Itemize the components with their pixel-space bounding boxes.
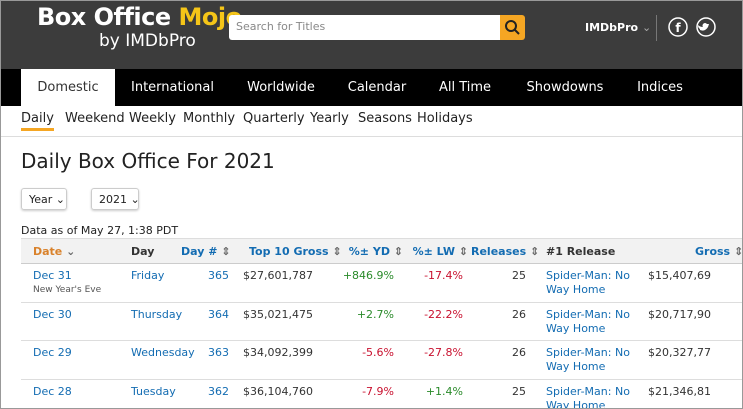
nav-tab[interactable]: Indices	[637, 80, 683, 95]
column-header[interactable]: Date ⌄	[33, 245, 76, 258]
cell-gross: $36,104,760	[243, 384, 313, 398]
cell-releases: 26	[512, 346, 526, 359]
cell-gross: $27,601,787	[243, 269, 313, 282]
row-divider	[21, 378, 742, 380]
cell-yd: -7.9%	[362, 384, 394, 398]
search-input[interactable]: Search for Titles	[229, 15, 501, 40]
cell-day[interactable]: Thursday	[131, 307, 183, 321]
search-icon	[505, 20, 520, 35]
sort-icon: ⇕	[526, 245, 540, 258]
column-header: #1 Release	[546, 245, 616, 258]
cell-top-gross: $20,717,90	[648, 307, 711, 321]
chevron: ⌄	[127, 193, 140, 206]
cell-release[interactable]: Spider-Man: No Way Home	[546, 307, 630, 335]
subnav-tab[interactable]: Weekend	[65, 111, 125, 126]
subnav-tab[interactable]: Holidays	[417, 111, 473, 126]
cell-top-gross: $20,327,77	[648, 346, 711, 359]
cell-date[interactable]: Dec 29	[33, 346, 72, 359]
cell-top-gross: $21,346,81	[648, 384, 711, 398]
subnav-tab[interactable]: Quarterly	[243, 111, 305, 126]
nav-bar	[1, 69, 742, 106]
social-icons[interactable]: f	[668, 17, 718, 39]
dropdown-label: Year	[29, 193, 53, 206]
dropdown-label: 2021	[99, 193, 127, 206]
page-title: Daily Box Office For 2021	[21, 149, 275, 173]
cell-release[interactable]: Spider-Man: No Way Home	[546, 346, 630, 373]
cell-day-num[interactable]: 363	[208, 346, 229, 359]
logo-sub: by IMDbPro	[99, 31, 196, 51]
column-header[interactable]: Day # ⇕	[181, 245, 231, 258]
subnav-tab[interactable]: Daily	[21, 111, 54, 131]
row-divider	[21, 301, 742, 303]
logo-main: Box Office	[37, 3, 171, 31]
subnav-tab[interactable]: Yearly	[310, 111, 349, 126]
cell-date[interactable]: Dec 28	[33, 384, 72, 398]
nav-tab[interactable]: International	[131, 80, 214, 95]
cell-lw: +1.4%	[425, 384, 463, 398]
cell-release[interactable]: Spider-Man: No Way Home	[546, 384, 630, 409]
cell-release[interactable]: Spider-Man: No Way Home	[546, 269, 630, 296]
cell-day-num[interactable]: 362	[208, 384, 229, 398]
column-header[interactable]: Top 10 Gross ⇕	[249, 245, 342, 258]
cell-note: New Year's Eve	[33, 285, 102, 295]
nav-tab[interactable]: Calendar	[347, 80, 407, 95]
cell-gross: $35,021,475	[243, 307, 313, 321]
cell-date[interactable]: Dec 31	[33, 269, 72, 282]
account-label: IMDbPro	[585, 21, 639, 34]
table-header	[21, 238, 742, 264]
cell-lw: -17.4%	[424, 269, 463, 282]
cell-releases: 25	[512, 269, 526, 282]
logo[interactable]: Box Office Mojo	[37, 3, 242, 31]
divider	[656, 15, 657, 41]
nav-tab[interactable]: Showdowns	[526, 80, 604, 95]
subnav-tab[interactable]: Monthly	[183, 111, 236, 126]
sort-icon: ⇕	[389, 245, 403, 258]
svg-text:f: f	[675, 21, 681, 35]
data-as-of: Data as of May 27, 1:38 PDT	[21, 224, 179, 237]
column-header: Day	[131, 245, 155, 258]
nav-tab[interactable]: All Time	[438, 80, 492, 95]
cell-gross: $34,092,399	[243, 346, 313, 359]
dropdown[interactable]: Year ⌄	[21, 188, 67, 210]
cell-day[interactable]: Wednesday	[131, 346, 195, 359]
sort-icon: ⇕	[217, 245, 231, 258]
cell-lw: -22.2%	[424, 307, 463, 321]
column-header[interactable]: %± YD ⇕	[348, 245, 403, 258]
account-menu[interactable]: IMDbPro ⌄	[585, 21, 652, 34]
cell-yd: +846.9%	[342, 269, 394, 282]
nav-tab[interactable]: Worldwide	[247, 80, 315, 95]
cell-day[interactable]: Tuesday	[131, 384, 176, 398]
chevron: ⌄	[52, 193, 66, 206]
search-button[interactable]	[500, 15, 525, 40]
column-header[interactable]: Releases ⇕	[471, 245, 540, 258]
separator	[1, 136, 742, 137]
sort-icon: ⇕	[454, 245, 468, 258]
nav-tab[interactable]: Domestic	[21, 69, 115, 106]
row-divider	[21, 340, 742, 341]
column-header[interactable]: %± LW ⇕	[412, 245, 468, 258]
cell-top-gross: $15,407,69	[648, 269, 711, 282]
subnav-tab[interactable]: Weekly	[129, 111, 176, 126]
cell-yd: -5.6%	[362, 346, 394, 359]
sort-icon: ⇕	[730, 245, 743, 258]
sort-icon: ⇕	[328, 245, 342, 258]
cell-date[interactable]: Dec 30	[33, 307, 72, 321]
cell-day-num[interactable]: 365	[208, 269, 229, 282]
cell-day-num[interactable]: 364	[208, 307, 229, 321]
cell-releases: 25	[512, 384, 526, 398]
subnav-tab[interactable]: Seasons	[358, 111, 412, 126]
sort-icon: ⌄	[62, 245, 76, 258]
cell-yd: +2.7%	[356, 307, 394, 321]
cell-releases: 26	[512, 307, 526, 321]
dropdown[interactable]: 2021 ⌄	[91, 188, 140, 210]
cell-day[interactable]: Friday	[131, 269, 165, 282]
cell-lw: -27.8%	[424, 346, 463, 359]
column-header[interactable]: Gross ⇕	[695, 245, 743, 258]
